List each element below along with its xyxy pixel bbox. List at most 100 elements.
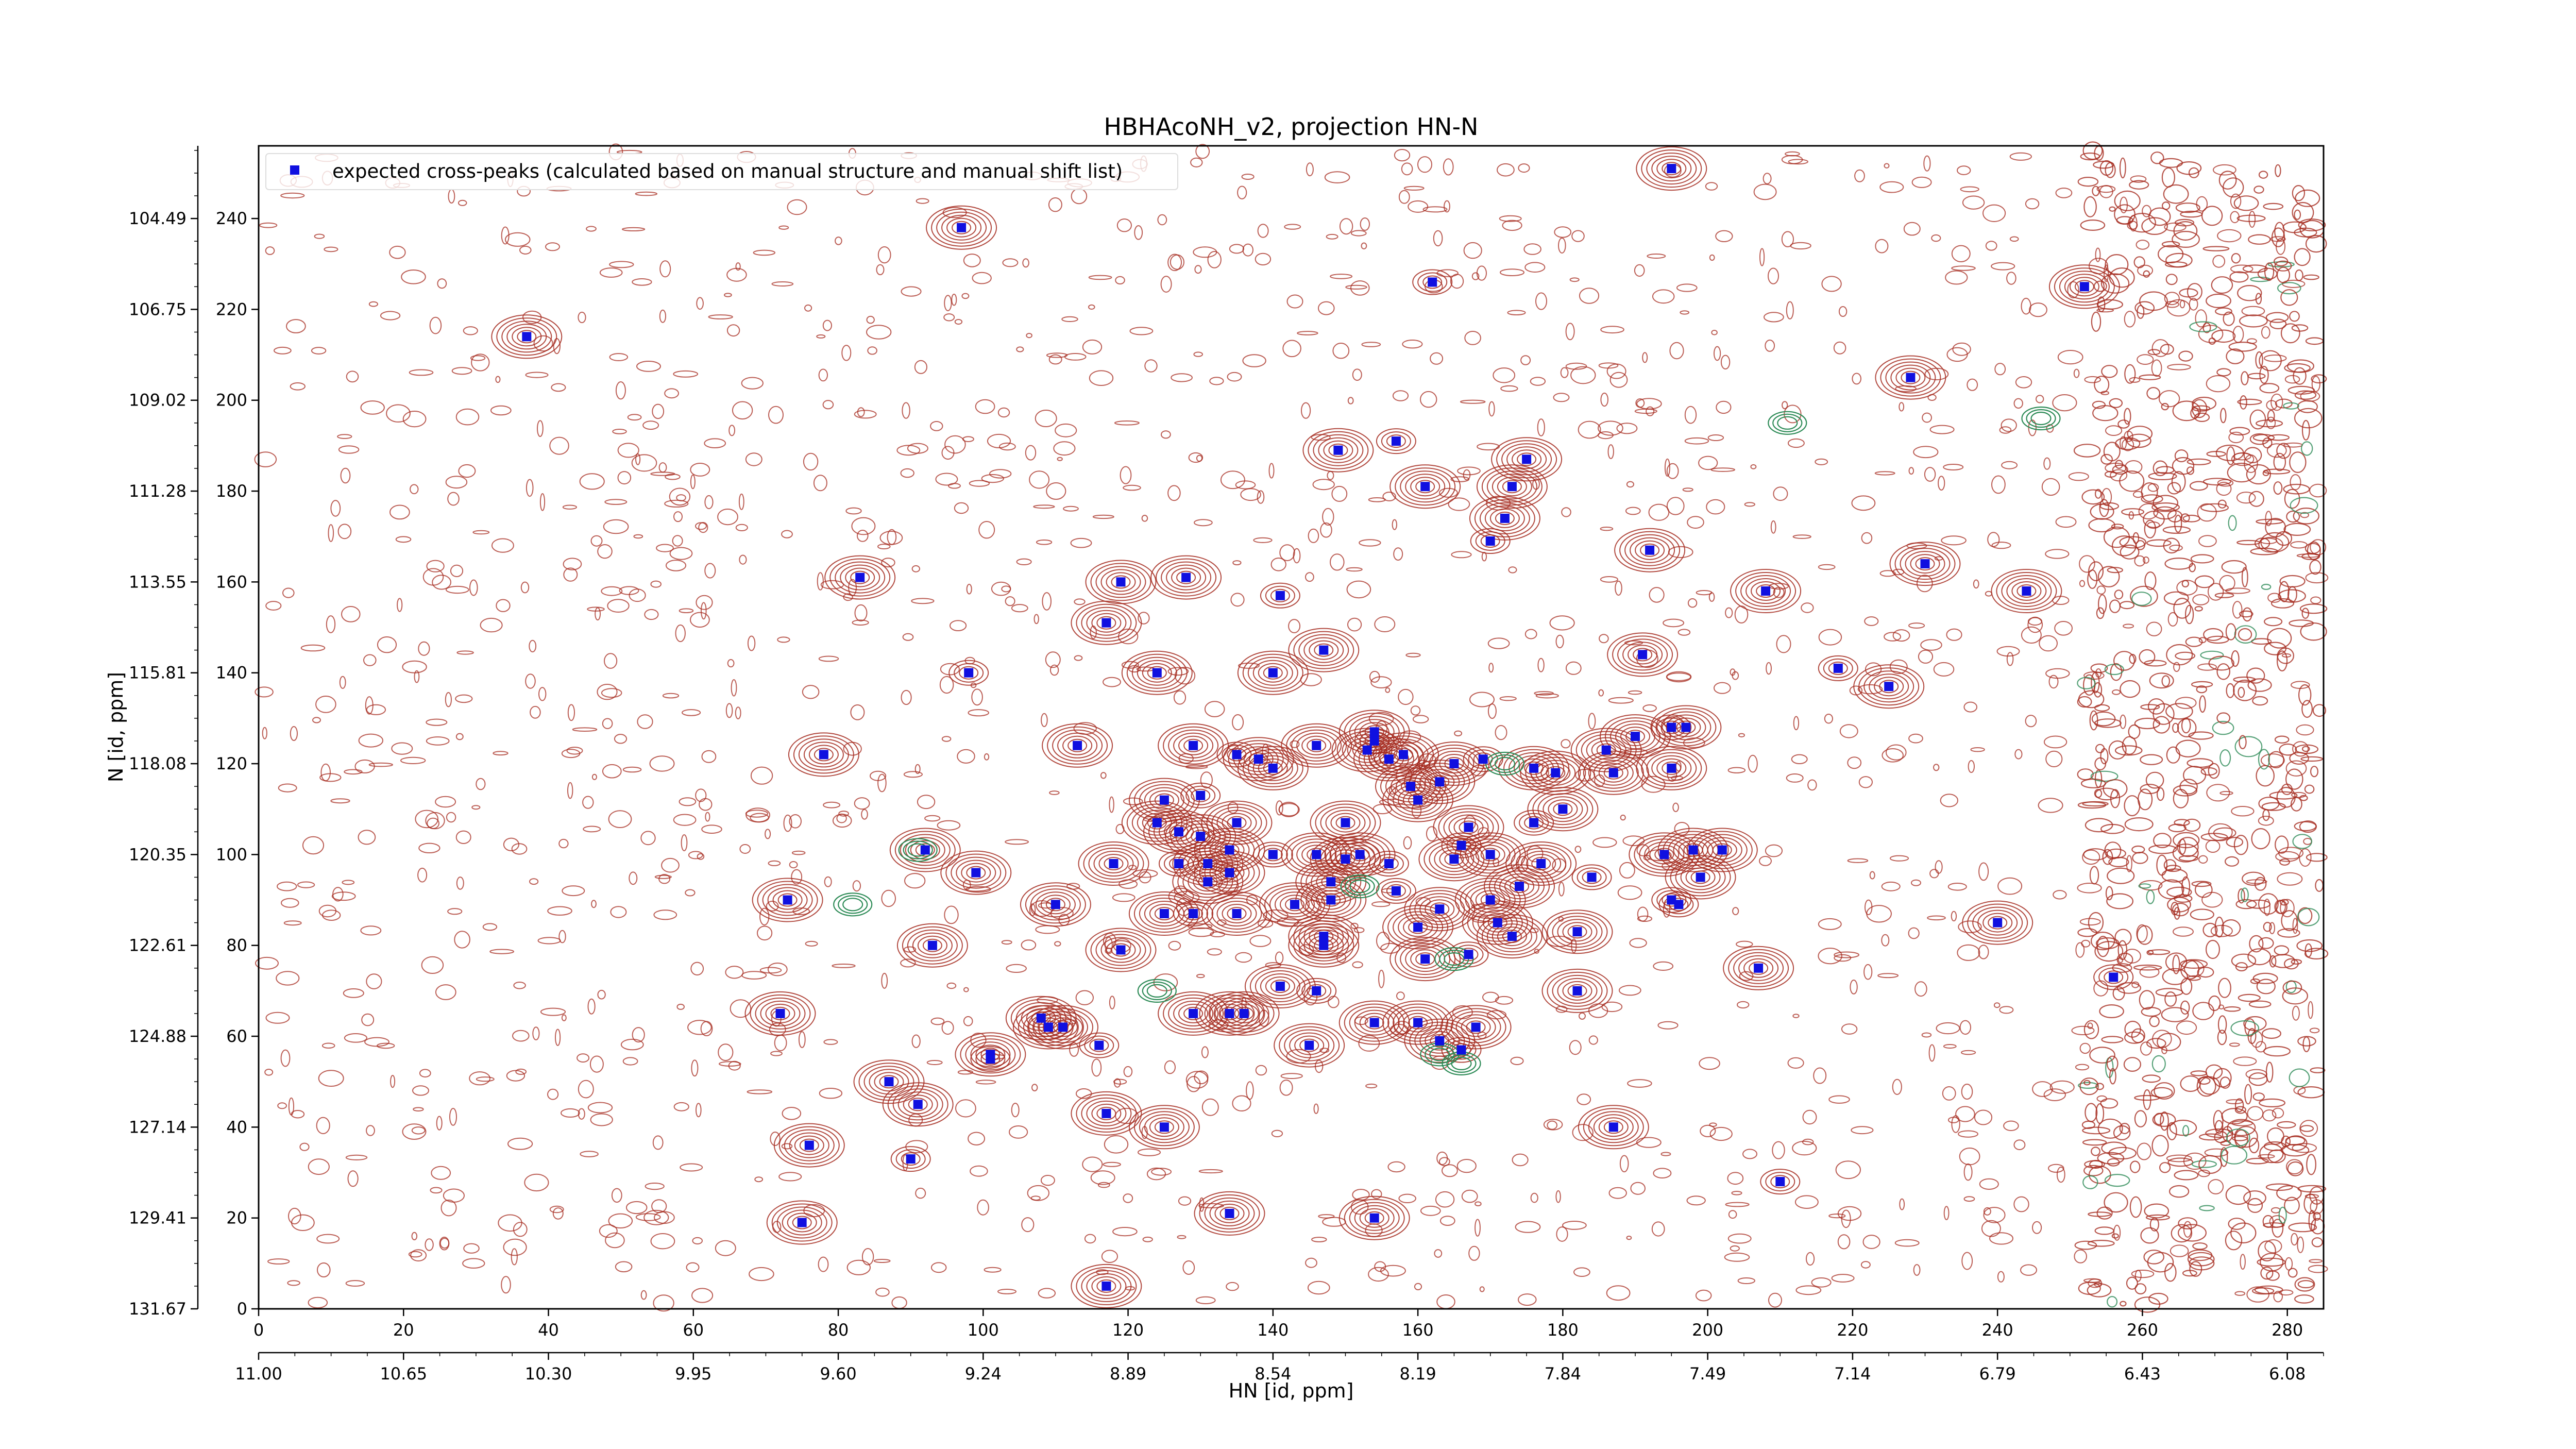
cross-peak-marker xyxy=(1232,750,1242,760)
noise-contour xyxy=(2189,1261,2202,1277)
noise-contour xyxy=(1899,1198,1905,1210)
noise-contour xyxy=(2097,566,2120,587)
noise-contour xyxy=(2153,833,2172,848)
noise-contour xyxy=(1884,163,1890,169)
peak-contour xyxy=(1100,937,1141,963)
noise-contour xyxy=(264,1069,274,1076)
noise-contour xyxy=(2183,818,2201,832)
noise-contour xyxy=(673,814,697,826)
x-ppm-tick-label: 6.79 xyxy=(1979,1364,2016,1384)
noise-contour xyxy=(2087,569,2098,589)
noise-contour xyxy=(2269,922,2276,934)
noise-contour xyxy=(1288,619,1301,633)
peak-contour xyxy=(1383,742,1423,768)
x-ppm-tick-label: 7.84 xyxy=(1545,1364,1581,1384)
peak-contour xyxy=(1150,555,1222,600)
noise-contour xyxy=(816,334,826,339)
noise-contour xyxy=(2173,785,2198,797)
noise-contour xyxy=(610,906,627,918)
peak-contour xyxy=(1988,916,2008,930)
noise-contour xyxy=(330,798,350,804)
noise-contour xyxy=(823,1039,838,1045)
peak-contour xyxy=(2048,264,2120,309)
noise-contour xyxy=(1535,292,1547,310)
noise-contour xyxy=(342,880,355,885)
negative-peak-contour xyxy=(1451,1056,1472,1070)
noise-contour xyxy=(2267,261,2295,267)
peak-contour xyxy=(1137,660,1177,686)
peak-contour xyxy=(1252,841,1293,868)
noise-contour xyxy=(1618,985,1641,996)
peak-contour xyxy=(1083,845,1144,883)
noise-contour xyxy=(2279,899,2289,906)
noise-contour xyxy=(2131,592,2152,606)
noise-contour xyxy=(672,535,683,547)
noise-contour xyxy=(2301,700,2313,718)
peak-contour xyxy=(1270,980,1290,993)
noise-contour xyxy=(1727,1233,1752,1244)
noise-contour xyxy=(1358,1035,1380,1052)
noise-contour xyxy=(2082,1175,2098,1189)
noise-contour xyxy=(2081,1120,2095,1129)
noise-contour xyxy=(2300,512,2310,518)
noise-contour xyxy=(1929,869,1939,879)
noise-contour xyxy=(2294,390,2317,400)
noise-contour xyxy=(1173,690,1187,705)
noise-contour xyxy=(2233,834,2248,855)
noise-contour xyxy=(1103,677,1121,687)
cross-peak-marker xyxy=(1174,859,1183,868)
noise-contour xyxy=(2267,1149,2286,1164)
noise-contour xyxy=(2107,867,2135,884)
noise-contour xyxy=(1495,996,1514,1005)
noise-contour xyxy=(2080,153,2100,161)
noise-contour xyxy=(1788,159,1809,165)
noise-contour xyxy=(1167,485,1181,501)
y-index-tick-label: 0 xyxy=(237,1299,247,1319)
noise-contour xyxy=(2130,585,2158,607)
cross-peak-marker xyxy=(1572,927,1582,937)
noise-contour xyxy=(2231,650,2240,667)
noise-contour xyxy=(2001,461,2018,469)
noise-contour xyxy=(2095,488,2102,499)
noise-contour xyxy=(2146,889,2155,904)
noise-contour xyxy=(2252,1287,2275,1295)
noise-contour xyxy=(2274,260,2292,272)
noise-contour xyxy=(463,1243,480,1254)
legend-marker xyxy=(290,165,299,175)
peak-contour xyxy=(1206,803,1267,842)
noise-contour xyxy=(515,1068,527,1075)
noise-contour xyxy=(2160,1111,2169,1131)
peak-contour xyxy=(1410,477,1440,497)
noise-contour xyxy=(2267,1127,2284,1145)
noise-contour xyxy=(970,1165,988,1177)
noise-contour xyxy=(2231,806,2255,817)
noise-contour xyxy=(2114,929,2132,946)
peak-contour xyxy=(766,1200,838,1245)
noise-contour xyxy=(2220,1147,2228,1167)
noise-contour xyxy=(2091,1147,2100,1156)
noise-contour xyxy=(2258,937,2274,949)
noise-contour xyxy=(1877,973,1899,979)
noise-contour xyxy=(471,805,481,810)
noise-contour xyxy=(2009,236,2019,242)
peak-contour xyxy=(879,1075,899,1089)
noise-contour xyxy=(1518,163,1530,173)
peak-contour xyxy=(1641,149,1702,188)
peak-contour xyxy=(1690,870,1710,884)
noise-contour xyxy=(2241,567,2248,588)
noise-contour xyxy=(2036,395,2044,403)
noise-contour xyxy=(1141,515,1148,522)
peak-contour xyxy=(1517,452,1537,466)
noise-contour xyxy=(877,246,891,264)
noise-contour xyxy=(2226,446,2235,465)
noise-contour xyxy=(2124,408,2131,425)
peak-contour xyxy=(1042,723,1113,768)
noise-contour xyxy=(1555,1190,1561,1203)
noise-contour xyxy=(2198,1155,2222,1174)
negative-peak-contour xyxy=(833,892,873,917)
noise-contour xyxy=(2025,715,2037,728)
noise-contour xyxy=(2298,684,2312,706)
noise-contour xyxy=(2197,1077,2211,1085)
noise-contour xyxy=(2049,1080,2075,1094)
peak-contour xyxy=(863,1066,914,1098)
